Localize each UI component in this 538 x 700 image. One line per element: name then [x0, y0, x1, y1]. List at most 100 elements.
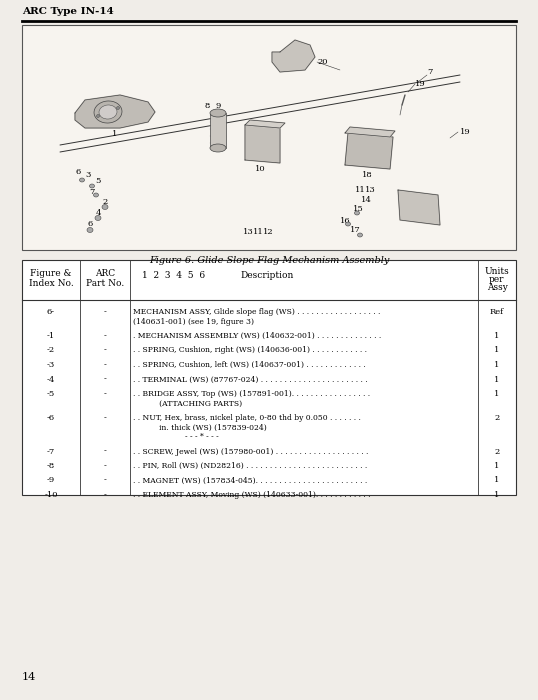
Text: 19: 19: [460, 128, 471, 136]
Text: 7: 7: [427, 68, 433, 76]
Text: -: -: [103, 462, 107, 470]
Ellipse shape: [355, 211, 359, 215]
Text: (140631-001) (see 19, figure 3): (140631-001) (see 19, figure 3): [133, 318, 254, 326]
Text: 10: 10: [254, 165, 265, 173]
Text: -: -: [103, 308, 107, 316]
Text: - - - * - - -: - - - * - - -: [185, 433, 219, 441]
Text: MECHANISM ASSY, Glide slope flag (WS) . . . . . . . . . . . . . . . . . .: MECHANISM ASSY, Glide slope flag (WS) . …: [133, 308, 380, 316]
Text: 14: 14: [360, 196, 371, 204]
Text: 6: 6: [87, 220, 93, 228]
Text: 2: 2: [494, 414, 500, 422]
Ellipse shape: [95, 216, 101, 220]
Text: 8: 8: [204, 102, 210, 110]
Text: . . SPRING, Cushion, right (WS) (140636-001) . . . . . . . . . . . .: . . SPRING, Cushion, right (WS) (140636-…: [133, 346, 367, 354]
Text: 13: 13: [243, 228, 253, 236]
Ellipse shape: [80, 178, 84, 182]
Text: 4: 4: [95, 209, 101, 217]
Text: -: -: [103, 346, 107, 354]
Text: -3: -3: [47, 361, 55, 369]
Polygon shape: [398, 190, 440, 225]
Ellipse shape: [357, 233, 363, 237]
Text: 15: 15: [352, 205, 363, 213]
Text: 1: 1: [494, 462, 500, 470]
Text: 1: 1: [494, 390, 500, 398]
Ellipse shape: [89, 184, 95, 188]
Text: -2: -2: [47, 346, 55, 354]
Text: -: -: [103, 491, 107, 499]
Ellipse shape: [96, 115, 100, 118]
Ellipse shape: [210, 109, 226, 117]
Text: -10: -10: [44, 491, 58, 499]
Ellipse shape: [99, 105, 117, 119]
Text: 2: 2: [494, 447, 500, 456]
Text: -: -: [103, 447, 107, 456]
Text: (ATTACHING PARTS): (ATTACHING PARTS): [133, 400, 242, 407]
Text: Ref: Ref: [490, 308, 504, 316]
Text: 17: 17: [350, 226, 360, 234]
Text: 19: 19: [415, 80, 426, 88]
Text: -7: -7: [47, 447, 55, 456]
Text: Part No.: Part No.: [86, 279, 124, 288]
Text: Index No.: Index No.: [29, 279, 73, 288]
Ellipse shape: [117, 106, 119, 109]
Text: per: per: [489, 276, 505, 284]
Text: 1: 1: [494, 346, 500, 354]
Text: 1  2  3  4  5  6: 1 2 3 4 5 6: [142, 272, 205, 281]
Text: 5: 5: [95, 177, 101, 185]
Ellipse shape: [94, 101, 122, 123]
Text: . . SCREW, Jewel (WS) (157980-001) . . . . . . . . . . . . . . . . . . . .: . . SCREW, Jewel (WS) (157980-001) . . .…: [133, 447, 369, 456]
Text: 1: 1: [494, 375, 500, 384]
Text: 6-: 6-: [47, 308, 55, 316]
Polygon shape: [75, 95, 155, 128]
Polygon shape: [272, 40, 315, 72]
Text: 7: 7: [89, 188, 95, 196]
Text: 11: 11: [355, 186, 365, 194]
Ellipse shape: [87, 228, 93, 232]
Bar: [22, 260, 516, 495]
Text: 13: 13: [365, 186, 376, 194]
Text: -9: -9: [47, 477, 55, 484]
Text: Figure &: Figure &: [30, 270, 72, 279]
Text: Figure 6. Glide Slope Flag Mechanism Assembly: Figure 6. Glide Slope Flag Mechanism Ass…: [149, 256, 389, 265]
Text: . . MAGNET (WS) (157834-045). . . . . . . . . . . . . . . . . . . . . . . .: . . MAGNET (WS) (157834-045). . . . . . …: [133, 477, 367, 484]
Text: -: -: [103, 375, 107, 384]
Text: 2: 2: [102, 198, 108, 206]
Text: -8: -8: [47, 462, 55, 470]
Text: 6: 6: [75, 168, 81, 176]
Text: 1: 1: [494, 332, 500, 340]
Text: -4: -4: [47, 375, 55, 384]
Bar: [22, 25, 516, 250]
Polygon shape: [345, 133, 393, 169]
Text: -: -: [103, 332, 107, 340]
Text: 1: 1: [494, 361, 500, 369]
Polygon shape: [345, 127, 395, 137]
Text: . . TERMINAL (WS) (87767-024) . . . . . . . . . . . . . . . . . . . . . . .: . . TERMINAL (WS) (87767-024) . . . . . …: [133, 375, 367, 384]
Text: . . SPRING, Cushion, left (WS) (140637-001) . . . . . . . . . . . . .: . . SPRING, Cushion, left (WS) (140637-0…: [133, 361, 366, 369]
Ellipse shape: [345, 222, 350, 226]
Text: -5: -5: [47, 390, 55, 398]
Text: ARC: ARC: [95, 270, 115, 279]
Text: 9: 9: [215, 102, 221, 110]
Text: 12: 12: [263, 228, 273, 236]
Polygon shape: [245, 120, 285, 128]
Text: -6: -6: [47, 414, 55, 422]
Text: 11: 11: [253, 228, 264, 236]
Text: -: -: [103, 414, 107, 422]
Text: 3: 3: [86, 171, 91, 179]
Text: Assy: Assy: [486, 284, 507, 293]
Text: . . PIN, Roll (WS) (ND28216) . . . . . . . . . . . . . . . . . . . . . . . . . .: . . PIN, Roll (WS) (ND28216) . . . . . .…: [133, 462, 367, 470]
Text: -: -: [103, 361, 107, 369]
Text: 16: 16: [339, 217, 350, 225]
Text: 1: 1: [112, 130, 118, 138]
Ellipse shape: [210, 144, 226, 152]
Text: 1: 1: [494, 477, 500, 484]
Text: -: -: [103, 390, 107, 398]
Polygon shape: [245, 125, 280, 163]
Text: 14: 14: [22, 672, 36, 682]
Bar: [210, 113, 226, 148]
Text: Units: Units: [485, 267, 509, 276]
Text: 18: 18: [362, 171, 372, 179]
Text: Description: Description: [240, 272, 293, 281]
Text: -: -: [103, 477, 107, 484]
Text: . MECHANISM ASSEMBLY (WS) (140632-001) . . . . . . . . . . . . . .: . MECHANISM ASSEMBLY (WS) (140632-001) .…: [133, 332, 381, 340]
